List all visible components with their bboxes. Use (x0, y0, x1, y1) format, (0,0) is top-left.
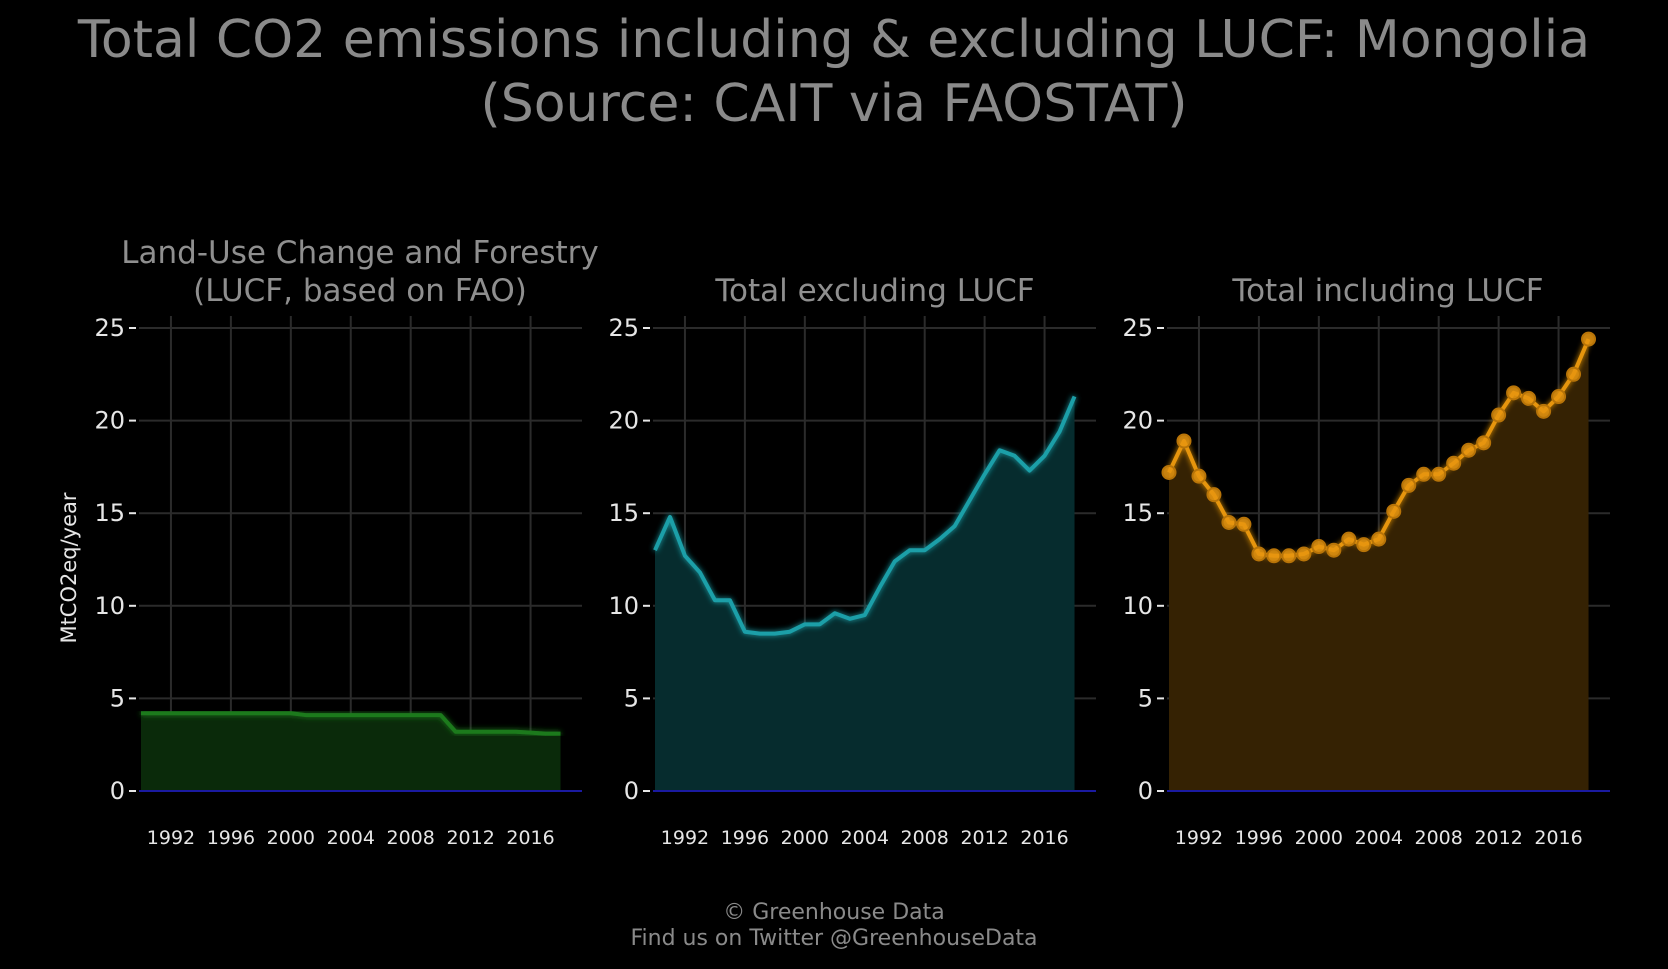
y-tick-label: 5 (110, 684, 125, 712)
data-point (1386, 503, 1402, 519)
x-tick-label: 2012 (960, 827, 1008, 849)
series-area (655, 396, 1075, 791)
data-point (1581, 331, 1597, 347)
series-line (141, 711, 561, 736)
panel-title-line-1: Land-Use Change and Forestry (121, 235, 599, 271)
data-point (1536, 403, 1552, 419)
data-point (1461, 442, 1477, 458)
footer: © Greenhouse Data Find us on Twitter @Gr… (0, 900, 1668, 952)
data-point (1311, 539, 1327, 555)
data-point (1431, 466, 1447, 482)
data-point (1326, 542, 1342, 558)
x-tick-label: 2000 (781, 827, 829, 849)
y-tick-label: 20 (1122, 407, 1153, 435)
data-point (1161, 464, 1177, 480)
series-line (653, 395, 1077, 636)
x-tick-label: 2008 (901, 827, 949, 849)
main-title-line-2: (Source: CAIT via FAOSTAT) (480, 74, 1188, 134)
x-tick-label: 1996 (1235, 827, 1283, 849)
panel-title-line-2: Total excluding LUCF (714, 273, 1034, 309)
panel-3: 0 5 10 15 20 25 1992 1996 2000 2004 2008 2012 2016 To… (1122, 273, 1610, 849)
y-tick-label: 10 (94, 592, 125, 620)
data-point (1356, 537, 1372, 553)
x-tick-label: 2016 (506, 827, 554, 849)
data-point (1506, 385, 1522, 401)
data-point (1476, 435, 1492, 451)
y-tick-label: 25 (94, 314, 125, 342)
x-tick-label: 1992 (1175, 827, 1223, 849)
series-area (141, 713, 561, 791)
y-tick-label: 20 (608, 407, 639, 435)
data-point (1416, 466, 1432, 482)
y-tick-label: 20 (94, 407, 125, 435)
data-point (1296, 546, 1312, 562)
x-tick-label: 2008 (1415, 827, 1463, 849)
main-title-line-1: Total CO2 emissions including & excludin… (77, 10, 1591, 70)
x-tick-label: 2016 (1534, 827, 1582, 849)
data-point (1566, 366, 1582, 382)
y-tick-label: 10 (1122, 592, 1153, 620)
panel-title-line-2: (LUCF, based on FAO) (193, 273, 527, 309)
x-tick-label: 2004 (1355, 827, 1403, 849)
y-tick-label: 15 (94, 499, 125, 527)
y-tick-label: 15 (1122, 499, 1153, 527)
data-point (1446, 455, 1462, 471)
footer-copyright: © Greenhouse Data (723, 900, 945, 925)
x-tick-label: 2004 (841, 827, 889, 849)
data-point (1521, 390, 1537, 406)
data-point (1176, 433, 1192, 449)
y-tick-label: 5 (624, 684, 639, 712)
x-tick-label: 2000 (267, 827, 315, 849)
y-tick-label: 0 (1138, 777, 1153, 805)
data-point (1371, 531, 1387, 547)
series-area (1169, 339, 1589, 791)
data-point (1551, 389, 1567, 405)
x-tick-label: 1992 (661, 827, 709, 849)
data-point (1491, 407, 1507, 423)
data-point (1206, 487, 1222, 503)
x-tick-label: 2004 (327, 827, 375, 849)
footer-twitter: Find us on Twitter @GreenhouseData (630, 926, 1038, 951)
x-tick-label: 2008 (387, 827, 435, 849)
data-point (1281, 548, 1297, 564)
data-point (1236, 516, 1252, 532)
data-point (1221, 514, 1237, 530)
y-tick-label: 10 (608, 592, 639, 620)
y-tick-label: 5 (1138, 684, 1153, 712)
data-point (1266, 548, 1282, 564)
y-axis-label: MtCO2eq/year (57, 492, 81, 643)
x-tick-label: 2016 (1020, 827, 1068, 849)
data-point (1251, 546, 1267, 562)
x-tick-label: 1996 (207, 827, 255, 849)
x-tick-label: 1992 (147, 827, 195, 849)
panel-1: 0 5 10 15 20 25 1992 1996 2000 2004 2008 2012 2016 La… (94, 235, 598, 849)
main-title: Total CO2 emissions including & excludin… (0, 8, 1668, 136)
y-tick-label: 0 (624, 777, 639, 805)
x-tick-label: 2000 (1295, 827, 1343, 849)
y-tick-label: 25 (1122, 314, 1153, 342)
data-point (1191, 468, 1207, 484)
x-tick-label: 1996 (721, 827, 769, 849)
data-point (1341, 531, 1357, 547)
x-tick-label: 2012 (446, 827, 494, 849)
panel-2: 0 5 10 15 20 25 1992 1996 2000 2004 2008 2012 2016 To… (608, 273, 1096, 849)
y-tick-label: 25 (608, 314, 639, 342)
y-tick-label: 15 (608, 499, 639, 527)
data-point (1401, 477, 1417, 493)
panel-title-line-2: Total including LUCF (1231, 273, 1543, 309)
y-tick-label: 0 (110, 777, 125, 805)
x-tick-label: 2012 (1474, 827, 1522, 849)
